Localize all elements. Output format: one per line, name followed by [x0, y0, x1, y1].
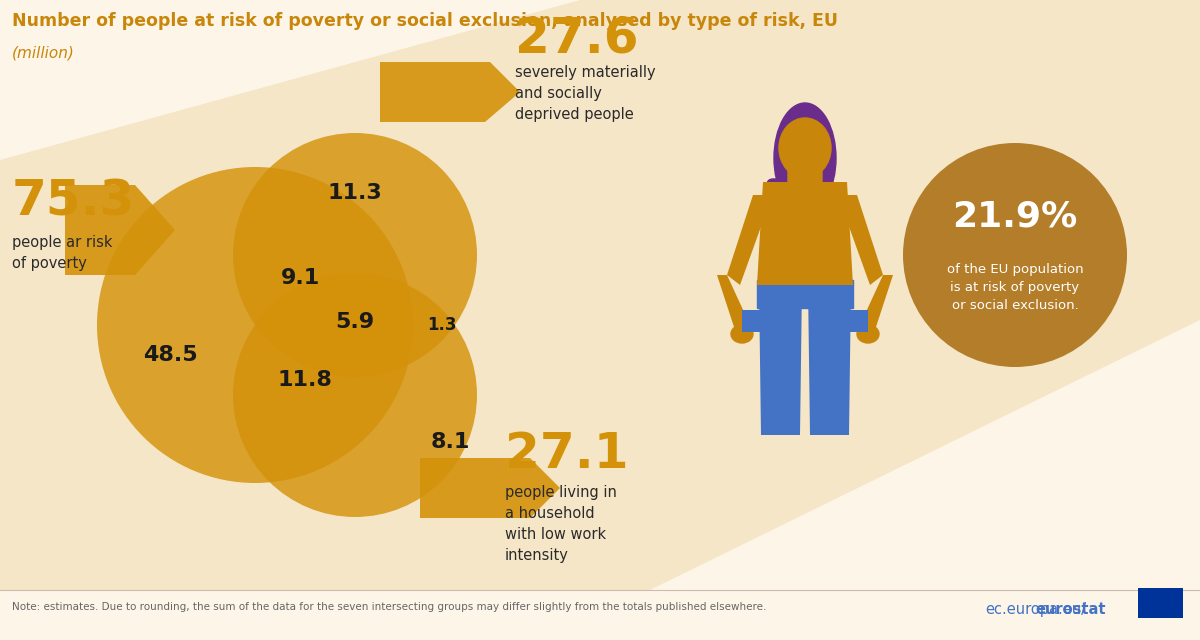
Text: ec.europa.eu/: ec.europa.eu/: [985, 602, 1086, 617]
Polygon shape: [420, 458, 560, 518]
Text: 75.3: 75.3: [12, 178, 136, 226]
Polygon shape: [727, 195, 767, 285]
Text: severely materially
and socially
deprived people: severely materially and socially deprive…: [515, 65, 655, 122]
Circle shape: [233, 273, 478, 517]
FancyBboxPatch shape: [757, 280, 853, 308]
FancyBboxPatch shape: [814, 184, 844, 281]
Text: 11.8: 11.8: [277, 370, 332, 390]
Text: Number of people at risk of poverty or social exclusion, analysed by type of ris: Number of people at risk of poverty or s…: [12, 12, 838, 30]
Ellipse shape: [857, 325, 880, 343]
Text: eurostat: eurostat: [1034, 602, 1105, 617]
FancyBboxPatch shape: [767, 179, 797, 286]
Circle shape: [233, 133, 478, 377]
FancyBboxPatch shape: [788, 162, 822, 193]
Ellipse shape: [731, 325, 754, 343]
Circle shape: [904, 143, 1127, 367]
Polygon shape: [850, 310, 868, 332]
Text: 5.9: 5.9: [336, 312, 374, 332]
Polygon shape: [844, 195, 883, 285]
Text: 9.1: 9.1: [281, 268, 319, 288]
Polygon shape: [65, 185, 175, 275]
Text: (million): (million): [12, 45, 74, 60]
Text: people living in
a household
with low work
intensity: people living in a household with low wo…: [505, 485, 617, 563]
Text: 27.1: 27.1: [505, 430, 629, 478]
Text: 8.1: 8.1: [431, 432, 469, 452]
Text: 27.6: 27.6: [515, 15, 638, 63]
FancyBboxPatch shape: [794, 158, 816, 190]
Text: 48.5: 48.5: [143, 345, 197, 365]
Text: people ar risk
of poverty: people ar risk of poverty: [12, 235, 113, 271]
Text: Note: estimates. Due to rounding, the sum of the data for the seven intersecting: Note: estimates. Due to rounding, the su…: [12, 602, 767, 612]
Polygon shape: [742, 310, 760, 332]
Polygon shape: [760, 285, 802, 435]
Text: of the EU population
is at risk of poverty
or social exclusion.: of the EU population is at risk of pover…: [947, 263, 1084, 312]
Polygon shape: [808, 285, 851, 435]
Polygon shape: [380, 62, 520, 122]
Circle shape: [97, 167, 413, 483]
Text: 1.3: 1.3: [427, 316, 457, 334]
Polygon shape: [718, 275, 750, 330]
Text: 21.9%: 21.9%: [953, 200, 1078, 234]
Text: 11.3: 11.3: [328, 183, 383, 203]
Ellipse shape: [774, 103, 836, 213]
Polygon shape: [0, 0, 1200, 590]
Polygon shape: [757, 182, 853, 285]
FancyBboxPatch shape: [1138, 588, 1183, 618]
Ellipse shape: [779, 118, 832, 178]
Polygon shape: [860, 275, 893, 330]
